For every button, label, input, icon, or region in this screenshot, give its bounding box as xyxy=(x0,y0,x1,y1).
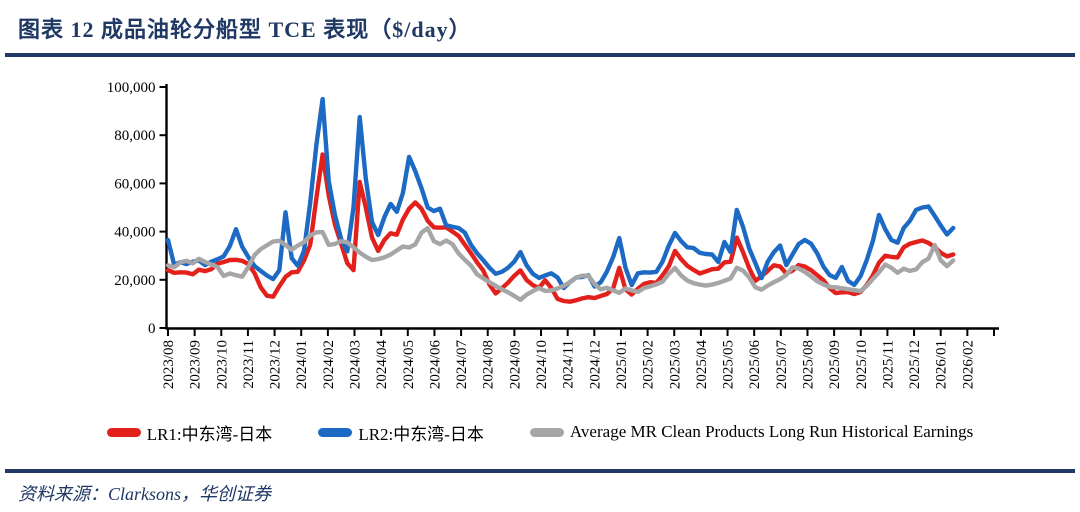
svg-text:2024/01: 2024/01 xyxy=(294,340,310,389)
svg-text:2023/10: 2023/10 xyxy=(214,340,230,389)
legend-item-lr1: LR1:中东湾-日本 xyxy=(106,420,273,445)
svg-text:2025/03: 2025/03 xyxy=(667,340,683,389)
svg-text:2025/02: 2025/02 xyxy=(641,340,657,389)
svg-text:2026/02: 2026/02 xyxy=(960,340,976,389)
svg-text:2024/07: 2024/07 xyxy=(454,340,470,390)
svg-text:0: 0 xyxy=(148,321,156,337)
svg-text:60,000: 60,000 xyxy=(114,176,155,192)
figure-title: 图表 12 成品油轮分船型 TCE 表现（$/day） xyxy=(18,17,472,42)
svg-text:2023/12: 2023/12 xyxy=(268,340,284,389)
svg-text:2024/03: 2024/03 xyxy=(348,340,364,389)
legend-swatch-lr2 xyxy=(318,427,353,437)
bottom-rule xyxy=(5,469,1075,473)
legend-item-lr2: LR2:中东湾-日本 xyxy=(318,420,484,445)
svg-text:2023/11: 2023/11 xyxy=(241,340,257,389)
svg-text:2024/08: 2024/08 xyxy=(481,340,497,389)
legend-label-lr2: LR2:中东湾-日本 xyxy=(358,424,484,444)
svg-text:2024/05: 2024/05 xyxy=(401,340,417,389)
svg-text:2023/08: 2023/08 xyxy=(161,340,177,389)
svg-text:2025/11: 2025/11 xyxy=(880,340,896,389)
svg-text:2025/09: 2025/09 xyxy=(827,340,843,389)
source-note: 资料来源：Clarksons，华创证券 xyxy=(18,484,272,504)
chart-legend: LR1:中东湾-日本 LR2:中东湾-日本 Average MR Clean P… xyxy=(24,419,1056,445)
legend-swatch-lr1 xyxy=(106,427,141,437)
svg-text:2024/10: 2024/10 xyxy=(534,340,550,389)
legend-label-lr1: LR1:中东湾-日本 xyxy=(146,424,273,444)
svg-text:2024/02: 2024/02 xyxy=(321,340,337,389)
svg-text:2025/08: 2025/08 xyxy=(800,340,816,389)
legend-item-mr-average: Average MR Clean Products Long Run Histo… xyxy=(529,422,974,442)
svg-text:2024/11: 2024/11 xyxy=(561,340,577,389)
svg-text:2025/04: 2025/04 xyxy=(694,340,710,390)
svg-text:80,000: 80,000 xyxy=(114,128,155,144)
svg-text:2025/10: 2025/10 xyxy=(854,340,870,389)
svg-text:2024/09: 2024/09 xyxy=(507,340,523,389)
legend-label-mr-average: Average MR Clean Products Long Run Histo… xyxy=(569,422,974,441)
svg-text:2025/12: 2025/12 xyxy=(907,340,923,389)
svg-text:2024/12: 2024/12 xyxy=(587,340,603,389)
legend-swatch-mr-average xyxy=(529,427,564,437)
svg-text:2025/01: 2025/01 xyxy=(614,340,630,389)
svg-text:2025/05: 2025/05 xyxy=(721,340,737,389)
svg-text:100,000: 100,000 xyxy=(107,80,156,96)
svg-text:2026/01: 2026/01 xyxy=(934,340,950,389)
svg-text:40,000: 40,000 xyxy=(114,225,155,241)
svg-text:20,000: 20,000 xyxy=(114,273,155,289)
svg-text:2025/06: 2025/06 xyxy=(747,340,763,390)
svg-text:2024/06: 2024/06 xyxy=(427,340,443,390)
top-rule xyxy=(5,53,1075,57)
svg-text:2023/09: 2023/09 xyxy=(188,340,204,389)
svg-text:2025/07: 2025/07 xyxy=(774,340,790,390)
svg-text:2024/04: 2024/04 xyxy=(374,340,390,390)
